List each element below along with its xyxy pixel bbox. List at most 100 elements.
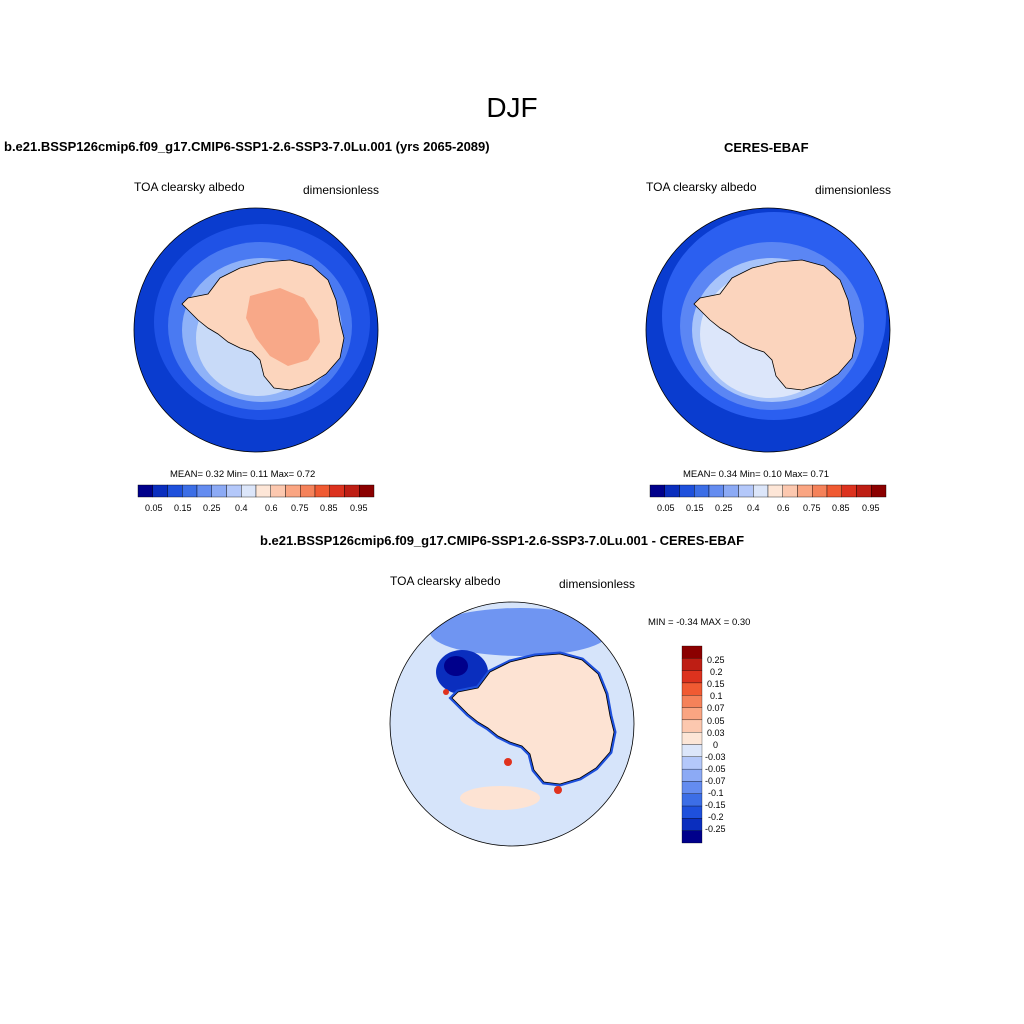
obs-stats: MEAN= 0.34 Min= 0.10 Max= 0.71 (683, 469, 830, 480)
colorbar-left-tick: 0.25 (203, 503, 221, 513)
colorbar-swatch (681, 768, 703, 782)
diff-variable-label: TOA clearsky albedo (390, 574, 501, 588)
colorbar-swatch (329, 484, 345, 498)
diff-colorbar-tick: -0.1 (708, 788, 724, 798)
colorbar-swatch (681, 744, 703, 757)
colorbar-swatch (797, 484, 813, 498)
obs-variable-label: TOA clearsky albedo (646, 180, 757, 194)
colorbar-swatch (681, 805, 703, 819)
colorbar-swatch (300, 484, 316, 498)
colorbar-swatch (871, 484, 887, 498)
colorbar-right-tick: 0.25 (715, 503, 733, 513)
colorbar-swatch (211, 484, 227, 498)
colorbar-swatch (314, 484, 330, 498)
model-panel-title: b.e21.BSSP126cmip6.f09_g17.CMIP6-SSP1-2.… (4, 139, 490, 154)
diff-positive-spot (443, 689, 449, 695)
diff-units-label: dimensionless (559, 577, 636, 591)
diff-positive-patch (460, 786, 540, 810)
obs-panel-title: CERES-EBAF (724, 140, 809, 155)
colorbar-difference (681, 645, 703, 844)
colorbar-swatch (738, 484, 754, 498)
obs-units-label: dimensionless (815, 183, 892, 197)
colorbar-swatch (681, 670, 703, 684)
colorbar-swatch (681, 695, 703, 708)
diff-colorbar-tick: 0.1 (710, 691, 723, 701)
model-units-label: dimensionless (303, 183, 380, 197)
diff-colorbar-tick: -0.07 (705, 776, 726, 786)
diff-colorbar-tick: 0.03 (707, 728, 725, 738)
colorbar-swatch (270, 484, 286, 498)
colorbar-swatch (681, 781, 703, 794)
diff-colorbar-tick: 0 (713, 740, 719, 750)
colorbar-swatch (841, 484, 857, 498)
figure-title: DJF (486, 92, 538, 123)
colorbar-swatch (681, 793, 703, 807)
colorbar-swatch (167, 484, 183, 498)
colorbar-swatch (285, 484, 301, 498)
colorbar-right-tick: 0.4 (747, 503, 760, 513)
model-variable-label: TOA clearsky albedo (134, 180, 245, 194)
colorbar-swatch (664, 484, 680, 498)
colorbar-left (137, 484, 375, 498)
colorbar-swatch (137, 484, 153, 498)
colorbar-swatch (241, 484, 257, 498)
colorbar-right-tick: 0.05 (657, 503, 675, 513)
colorbar-swatch (681, 707, 703, 721)
colorbar-swatch (681, 658, 703, 671)
diff-colorbar-tick: 0.25 (707, 655, 725, 665)
colorbar-swatch (359, 484, 375, 498)
diff-colorbar-tick: -0.2 (708, 812, 724, 822)
colorbar-swatch (255, 484, 271, 498)
diff-panel-title: b.e21.BSSP126cmip6.f09_g17.CMIP6-SSP1-2.… (260, 533, 745, 548)
diff-colorbar-tick: 0.15 (707, 679, 725, 689)
colorbar-right-tick: 0.75 (803, 503, 821, 513)
colorbar-left-tick: 0.75 (291, 503, 309, 513)
diff-negative-band-north (430, 608, 610, 656)
colorbar-swatch (753, 484, 769, 498)
colorbar-right (649, 484, 887, 498)
colorbar-swatch (782, 484, 798, 498)
colorbar-left-tick: 0.15 (174, 503, 192, 513)
diff-colorbar-tick: -0.03 (705, 752, 726, 762)
model-map-border (133, 207, 379, 453)
colorbar-swatch (856, 484, 872, 498)
colorbar-swatch (681, 682, 703, 696)
diff-positive-spot (504, 758, 512, 766)
colorbar-swatch (681, 645, 703, 659)
colorbar-right-tick: 0.6 (777, 503, 790, 513)
colorbar-swatch (679, 484, 695, 498)
colorbar-swatch (196, 484, 212, 498)
colorbar-swatch (812, 484, 828, 498)
colorbar-right-tick: 0.85 (832, 503, 850, 513)
diff-colorbar-tick: -0.05 (705, 764, 726, 774)
model-map (133, 207, 379, 453)
colorbar-swatch (649, 484, 665, 498)
colorbar-swatch (723, 484, 739, 498)
colorbar-right-tick: 0.95 (862, 503, 880, 513)
colorbar-swatch (681, 830, 703, 844)
diff-colorbar-tick: 0.2 (710, 667, 723, 677)
diff-map (389, 601, 635, 847)
colorbar-right-tick: 0.15 (686, 503, 704, 513)
colorbar-swatch (708, 484, 724, 498)
diff-colorbar-tick: 0.05 (707, 716, 725, 726)
colorbar-swatch (182, 484, 198, 498)
colorbar-left-tick: 0.95 (350, 503, 368, 513)
colorbar-swatch (681, 719, 703, 733)
obs-map (645, 207, 891, 453)
colorbar-swatch (826, 484, 842, 498)
colorbar-swatch (681, 818, 703, 831)
colorbar-left-tick: 0.05 (145, 503, 163, 513)
colorbar-swatch (681, 756, 703, 770)
colorbar-swatch (767, 484, 783, 498)
colorbar-left-tick: 0.6 (265, 503, 278, 513)
colorbar-swatch (694, 484, 710, 498)
colorbar-left-tick: 0.85 (320, 503, 338, 513)
model-stats: MEAN= 0.32 Min= 0.11 Max= 0.72 (170, 469, 316, 480)
diff-colorbar-tick: 0.07 (707, 703, 725, 713)
colorbar-left-tick: 0.4 (235, 503, 248, 513)
diff-stats: MIN = -0.34 MAX = 0.30 (648, 617, 751, 628)
diff-map-border (389, 601, 635, 847)
diff-negative-peak (444, 656, 468, 676)
